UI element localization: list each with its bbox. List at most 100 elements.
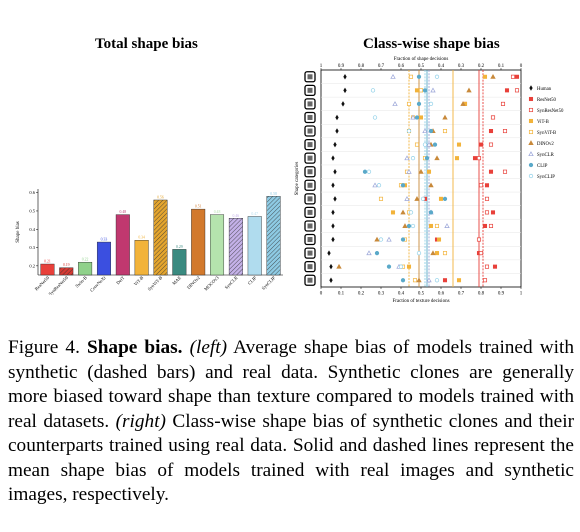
- bar-value-label: 0.34: [138, 236, 145, 240]
- caption-right-text: Class-wise shape bias of synthetic clone…: [8, 410, 575, 506]
- point-synclip-truck: [378, 237, 384, 242]
- point-synclip-bicycle: [372, 115, 378, 120]
- point-clip-knife: [416, 74, 422, 79]
- bar-value-label: 0.51: [195, 205, 202, 209]
- point-dinov2-oven: [434, 155, 440, 161]
- bar-value-label: 0.29: [176, 245, 183, 249]
- point-clip-car: [374, 250, 380, 256]
- point-vit-b-truck: [436, 237, 442, 242]
- point-dinov2-elephant: [460, 101, 466, 106]
- point-resnet50-cat: [490, 210, 496, 215]
- bar-value-label: 0.46: [233, 214, 240, 218]
- point-synresnet50-boat: [484, 196, 490, 201]
- point-synresnet50-oven: [476, 156, 482, 161]
- point-dinov2-bear: [428, 182, 434, 188]
- point-resnet50-keyboard: [504, 88, 510, 93]
- point-human-elephant: [341, 101, 345, 107]
- y-tick-label: 0.2: [29, 263, 35, 268]
- point-clip-bottle: [406, 223, 412, 229]
- total-shape-bias-chart: 0.2 0.3 0.4 0.5 0.6 Shape bias 0.21 ResNet50 0.1…: [16, 189, 283, 295]
- point-synclip-bottle: [410, 223, 416, 229]
- x-tick-label: 0.8: [478, 292, 485, 297]
- point-vit-b-clock: [456, 142, 462, 147]
- point-vit-b-keyboard: [414, 88, 420, 93]
- point-synvit-b-clock: [414, 142, 420, 147]
- class-wise-shape-bias-chart: 0 0.1 0.2 0.3 0.4 0.5 0.6 0.7 0.8 0.9 1 1 0.9 0.8 0.7 0…: [295, 57, 564, 302]
- point-synclip-dog: [434, 278, 440, 283]
- x-tick-label: DeiT: [115, 275, 125, 285]
- point-synclip-car: [416, 250, 422, 256]
- point-synclr-boat: [404, 196, 410, 201]
- bar-value-label: 0.22: [82, 258, 89, 262]
- x2-tick-label: 0.8: [358, 64, 365, 69]
- x2-tick-label: 0: [520, 64, 523, 69]
- bar-mae: [172, 249, 187, 276]
- point-resnet50-dog: [442, 278, 448, 283]
- point-human-clock: [333, 141, 337, 148]
- x2-tick-label: 0.5: [418, 64, 425, 69]
- legend-marker-dinov2: [528, 140, 534, 146]
- point-synclip-bear: [376, 183, 382, 188]
- point-synvit-b-elephant: [406, 101, 412, 106]
- point-human-boat: [333, 196, 337, 202]
- point-synclr-oven: [404, 155, 410, 161]
- legend-marker-resnet50: [528, 96, 534, 102]
- point-synclip-boat: [420, 196, 426, 201]
- bar-value-label: 0.58: [270, 192, 277, 196]
- point-dinov2-bird: [336, 263, 342, 269]
- bar-value-label: 0.48: [214, 210, 221, 214]
- point-clip-clock: [432, 142, 438, 147]
- point-synclip-elephant: [428, 101, 434, 107]
- point-synresnet50-elephant: [500, 101, 506, 106]
- point-human-bird: [329, 263, 333, 270]
- point-resnet50-chair: [488, 169, 494, 174]
- x-tick-label: DINOv2: [186, 275, 201, 290]
- caption-left-text: Average shape bias of models trained wit…: [8, 337, 574, 432]
- legend-label: ViT-B: [537, 120, 549, 125]
- legend-label: ResNet50: [537, 98, 557, 103]
- point-synclip-airplane: [406, 128, 412, 134]
- point-resnet50-airplane: [488, 129, 494, 134]
- point-synresnet50-knife: [510, 74, 516, 79]
- x-tick-label: Swin-B: [74, 275, 87, 288]
- point-vit-b-cat: [390, 210, 396, 215]
- x-tick-label: 0.6: [438, 292, 445, 297]
- point-synresnet50-bottle: [488, 223, 494, 228]
- left-chart-title: Total shape bias: [95, 36, 198, 52]
- x2-tick-label: 0.7: [378, 64, 385, 69]
- x-tick-label: ViT-B: [133, 275, 145, 287]
- category-glyph: [307, 87, 313, 93]
- x-tick-label: CLIP: [247, 275, 258, 286]
- point-synvit-b-airplane: [442, 129, 448, 134]
- point-dinov2-cat: [400, 209, 406, 215]
- x-axis-label: Fraction of texture decisions: [392, 299, 449, 302]
- point-dinov2-car: [430, 250, 436, 256]
- x2-tick-label: 0.3: [458, 64, 465, 69]
- x-tick-label: 1: [520, 292, 523, 297]
- point-clip-airplane: [428, 128, 434, 134]
- caption-heading: Shape bias.: [86, 337, 183, 358]
- point-vit-b-dog: [456, 278, 462, 283]
- point-synclr-dog: [426, 277, 432, 283]
- bar-hatch-synclr: [229, 218, 243, 275]
- point-clip-boat: [442, 196, 448, 201]
- x2-tick-label: 0.2: [478, 64, 485, 69]
- point-clip-bicycle: [414, 115, 420, 120]
- point-clip-truck: [400, 237, 406, 242]
- point-vit-b-bicycle: [418, 115, 424, 120]
- point-dinov2-truck: [374, 236, 380, 242]
- legend-marker-synclr: [528, 151, 534, 157]
- point-dinov2-boat: [414, 196, 420, 201]
- legend-label: Human: [537, 87, 552, 92]
- point-human-car: [327, 250, 331, 256]
- bar-hatch-synclip: [266, 196, 281, 275]
- category-glyph: [307, 237, 313, 243]
- category-glyph: [307, 128, 313, 134]
- bar-value-label: 0.48: [119, 210, 126, 214]
- x-tick-label: MAE: [171, 275, 182, 286]
- point-synresnet50-truck: [476, 237, 482, 242]
- point-synresnet50-keyboard: [514, 88, 520, 93]
- point-clip-bear: [400, 183, 406, 188]
- point-human-airplane: [335, 128, 339, 134]
- point-dinov2-bottle: [402, 223, 408, 228]
